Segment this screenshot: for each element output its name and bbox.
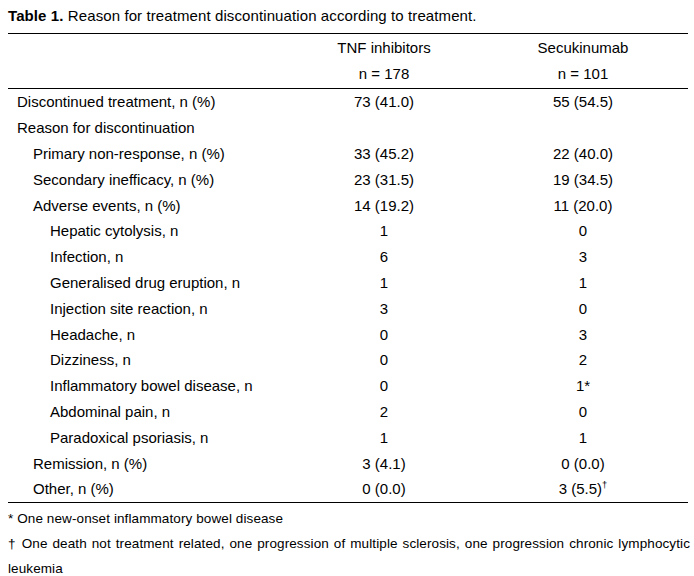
tnf-value: 3 (270, 300, 498, 317)
tnf-value: 23 (31.5) (270, 171, 498, 188)
secukinumab-value: 22 (40.0) (498, 145, 688, 162)
table-caption-label: Table 1. (8, 7, 64, 24)
table-caption-text: Reason for treatment discontinuation acc… (68, 7, 477, 24)
row-label: Headache, n (8, 326, 270, 343)
secukinumab-value: 0 (498, 222, 688, 239)
row-label: Dizziness, n (8, 351, 270, 368)
table-row: Adverse events, n (%)14 (19.2)11 (20.0) (8, 192, 688, 218)
row-label: Paradoxical psoriasis, n (8, 429, 270, 446)
table-body: Discontinued treatment, n (%)73 (41.0)55… (8, 89, 688, 503)
table-row: Remission, n (%)3 (4.1)0 (0.0) (8, 450, 688, 476)
table: TNF inhibitors n = 178 Secukinumab n = 1… (8, 33, 688, 503)
secukinumab-value: 2 (498, 351, 688, 368)
table-row: Secondary inefficacy, n (%)23 (31.5)19 (… (8, 166, 688, 192)
row-label: Remission, n (%) (8, 455, 270, 472)
secukinumab-value: 0 (0.0) (498, 455, 688, 472)
secukinumab-value: 0 (498, 403, 688, 420)
table-row: Infection, n63 (8, 244, 688, 270)
table-row: Generalised drug eruption, n11 (8, 270, 688, 296)
table-row: Dizziness, n02 (8, 347, 688, 373)
row-label: Inflammatory bowel disease, n (8, 377, 270, 394)
table-row: Headache, n03 (8, 321, 688, 347)
row-label: Hepatic cytolysis, n (8, 222, 270, 239)
tnf-value: 1 (270, 274, 498, 291)
row-label: Reason for discontinuation (8, 119, 270, 136)
row-label: Adverse events, n (%) (8, 197, 270, 214)
table-row: Discontinued treatment, n (%)73 (41.0)55… (8, 89, 688, 115)
tnf-value: 3 (4.1) (270, 455, 498, 472)
header-col-secukinumab: Secukinumab n = 101 (498, 35, 688, 87)
row-label: Secondary inefficacy, n (%) (8, 171, 270, 188)
footnote-dagger: † One death not treatment related, one p… (8, 531, 690, 576)
tnf-value: 0 (270, 377, 498, 394)
secukinumab-column-sample-size: n = 101 (498, 61, 668, 87)
tnf-value: 0 (270, 351, 498, 368)
row-label: Injection site reaction, n (8, 300, 270, 317)
secukinumab-value: 1* (498, 377, 688, 394)
tnf-value: 1 (270, 429, 498, 446)
tnf-value: 6 (270, 248, 498, 265)
row-label: Generalised drug eruption, n (8, 274, 270, 291)
tnf-column-sample-size: n = 178 (270, 61, 498, 87)
table-row: Inflammatory bowel disease, n01* (8, 373, 688, 399)
footnotes-section: * One new-onset inflammatory bowel disea… (8, 503, 690, 576)
table-header-row: TNF inhibitors n = 178 Secukinumab n = 1… (8, 33, 688, 89)
table-row: Reason for discontinuation (8, 115, 688, 141)
secukinumab-value: 1 (498, 429, 688, 446)
row-label: Abdominal pain, n (8, 403, 270, 420)
footnote-marker: † (602, 480, 607, 490)
tnf-value: 73 (41.0) (270, 93, 498, 110)
secukinumab-value: 1 (498, 274, 688, 291)
row-label: Primary non-response, n (%) (8, 145, 270, 162)
table-row: Primary non-response, n (%)33 (45.2)22 (… (8, 141, 688, 167)
secukinumab-value: 0 (498, 300, 688, 317)
tnf-value: 14 (19.2) (270, 197, 498, 214)
table-caption: Table 1. Reason for treatment discontinu… (8, 7, 688, 25)
secukinumab-value: 55 (54.5) (498, 93, 688, 110)
paper-table-page: Table 1. Reason for treatment discontinu… (0, 0, 694, 576)
header-stub-cell (8, 35, 270, 87)
table-row: Paradoxical psoriasis, n11 (8, 424, 688, 450)
table-row: Abdominal pain, n20 (8, 399, 688, 425)
footnote-asterisk: * One new-onset inflammatory bowel disea… (8, 506, 690, 531)
secukinumab-value: 3 (498, 248, 688, 265)
row-label: Discontinued treatment, n (%) (8, 93, 270, 110)
table-row: Injection site reaction, n30 (8, 295, 688, 321)
tnf-column-name: TNF inhibitors (270, 35, 498, 61)
row-label: Other, n (%) (8, 480, 270, 497)
header-col-tnf-inhibitors: TNF inhibitors n = 178 (270, 35, 498, 87)
secukinumab-value: 19 (34.5) (498, 171, 688, 188)
tnf-value: 2 (270, 403, 498, 420)
table-row: Other, n (%)0 (0.0)3 (5.5)† (8, 476, 688, 502)
tnf-value: 1 (270, 222, 498, 239)
row-label: Infection, n (8, 248, 270, 265)
secukinumab-value: 11 (20.0) (498, 197, 688, 214)
secukinumab-column-name: Secukinumab (498, 35, 668, 61)
tnf-value: 0 (270, 326, 498, 343)
secukinumab-value: 3 (5.5)† (498, 480, 688, 497)
table-row: Hepatic cytolysis, n10 (8, 218, 688, 244)
tnf-value: 33 (45.2) (270, 145, 498, 162)
tnf-value: 0 (0.0) (270, 480, 498, 497)
secukinumab-value: 3 (498, 326, 688, 343)
